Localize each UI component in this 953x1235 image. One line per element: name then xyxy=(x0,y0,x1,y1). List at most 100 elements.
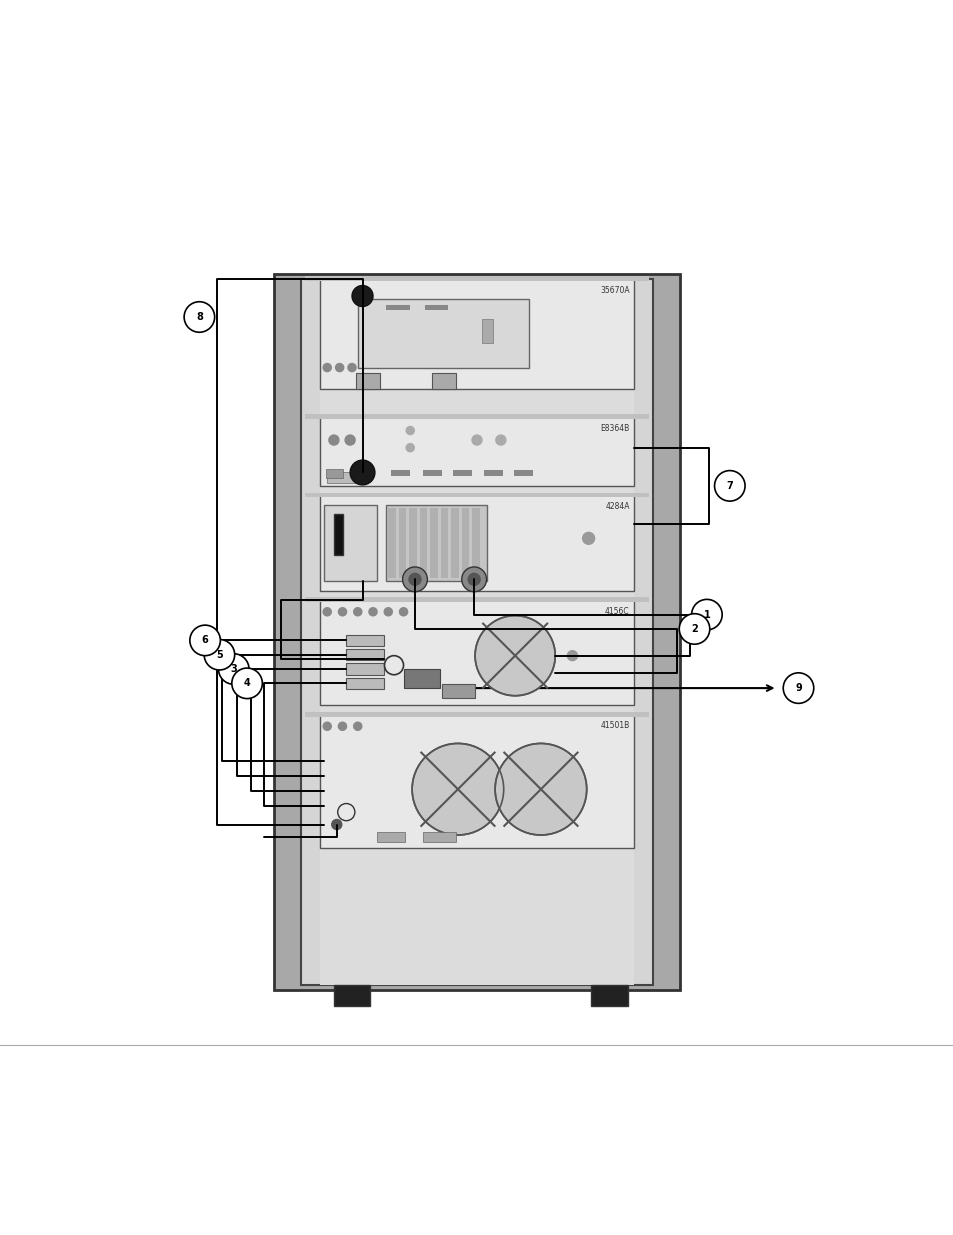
Circle shape xyxy=(184,301,214,332)
Circle shape xyxy=(383,608,393,616)
FancyBboxPatch shape xyxy=(319,279,634,984)
Circle shape xyxy=(679,614,709,645)
Circle shape xyxy=(204,640,234,669)
Text: 4: 4 xyxy=(243,678,251,688)
Circle shape xyxy=(714,471,744,501)
Text: 4284A: 4284A xyxy=(604,503,629,511)
Text: 8: 8 xyxy=(195,312,203,322)
FancyBboxPatch shape xyxy=(357,299,529,368)
Text: 2: 2 xyxy=(690,624,698,634)
FancyBboxPatch shape xyxy=(305,414,648,419)
FancyBboxPatch shape xyxy=(409,508,416,578)
FancyBboxPatch shape xyxy=(432,373,456,389)
Text: 7: 7 xyxy=(725,480,733,490)
Text: E8364B: E8364B xyxy=(599,424,629,432)
Circle shape xyxy=(368,608,377,616)
Text: 3: 3 xyxy=(230,664,237,674)
Text: 41501B: 41501B xyxy=(599,721,629,730)
Circle shape xyxy=(352,285,373,306)
FancyBboxPatch shape xyxy=(300,279,653,984)
Circle shape xyxy=(322,608,332,616)
FancyBboxPatch shape xyxy=(483,469,502,477)
Circle shape xyxy=(475,615,555,695)
Circle shape xyxy=(353,608,362,616)
Circle shape xyxy=(350,461,375,485)
FancyBboxPatch shape xyxy=(274,274,679,989)
FancyBboxPatch shape xyxy=(305,711,648,716)
Circle shape xyxy=(471,435,482,446)
Circle shape xyxy=(412,743,503,835)
Text: 4156C: 4156C xyxy=(604,608,629,616)
FancyBboxPatch shape xyxy=(419,508,427,578)
Circle shape xyxy=(322,363,332,372)
Circle shape xyxy=(322,721,332,731)
Circle shape xyxy=(581,531,595,545)
Circle shape xyxy=(405,426,415,435)
FancyBboxPatch shape xyxy=(472,508,479,578)
Text: 5: 5 xyxy=(215,650,223,659)
FancyBboxPatch shape xyxy=(514,469,533,477)
FancyBboxPatch shape xyxy=(430,508,437,578)
FancyBboxPatch shape xyxy=(440,508,448,578)
FancyBboxPatch shape xyxy=(305,598,648,603)
FancyBboxPatch shape xyxy=(334,984,370,1005)
FancyBboxPatch shape xyxy=(481,319,493,343)
FancyBboxPatch shape xyxy=(461,508,469,578)
FancyBboxPatch shape xyxy=(319,417,634,485)
FancyBboxPatch shape xyxy=(453,469,472,477)
Circle shape xyxy=(495,743,586,835)
FancyBboxPatch shape xyxy=(403,669,439,688)
FancyBboxPatch shape xyxy=(398,508,406,578)
Circle shape xyxy=(344,435,355,446)
FancyBboxPatch shape xyxy=(441,684,475,698)
FancyBboxPatch shape xyxy=(422,469,441,477)
FancyBboxPatch shape xyxy=(326,468,343,478)
Circle shape xyxy=(337,608,347,616)
FancyBboxPatch shape xyxy=(319,495,634,590)
Text: 1: 1 xyxy=(702,610,710,620)
FancyBboxPatch shape xyxy=(346,635,384,646)
Circle shape xyxy=(331,819,342,830)
Circle shape xyxy=(495,435,506,446)
FancyBboxPatch shape xyxy=(355,373,379,389)
FancyBboxPatch shape xyxy=(346,663,384,674)
FancyBboxPatch shape xyxy=(319,600,634,705)
Circle shape xyxy=(461,567,486,592)
FancyBboxPatch shape xyxy=(346,648,384,661)
FancyBboxPatch shape xyxy=(591,984,627,1005)
Circle shape xyxy=(335,363,344,372)
FancyBboxPatch shape xyxy=(346,678,384,689)
Circle shape xyxy=(566,650,578,662)
FancyBboxPatch shape xyxy=(424,305,448,310)
FancyBboxPatch shape xyxy=(334,515,343,555)
Circle shape xyxy=(405,443,415,452)
FancyBboxPatch shape xyxy=(388,508,395,578)
Circle shape xyxy=(190,625,220,656)
Circle shape xyxy=(328,435,339,446)
Text: 35670A: 35670A xyxy=(599,285,629,294)
FancyBboxPatch shape xyxy=(319,279,634,389)
Circle shape xyxy=(402,567,427,592)
Circle shape xyxy=(467,573,480,587)
FancyBboxPatch shape xyxy=(305,493,648,498)
Circle shape xyxy=(691,599,721,630)
Text: 9: 9 xyxy=(794,683,801,693)
Text: 6: 6 xyxy=(201,635,209,646)
FancyBboxPatch shape xyxy=(386,305,410,310)
FancyBboxPatch shape xyxy=(376,832,405,842)
FancyBboxPatch shape xyxy=(386,505,486,582)
FancyBboxPatch shape xyxy=(451,508,458,578)
FancyBboxPatch shape xyxy=(319,715,634,848)
Circle shape xyxy=(337,721,347,731)
FancyBboxPatch shape xyxy=(305,275,648,280)
FancyBboxPatch shape xyxy=(327,472,360,483)
Circle shape xyxy=(232,668,262,699)
Circle shape xyxy=(398,608,408,616)
Circle shape xyxy=(782,673,813,704)
FancyBboxPatch shape xyxy=(324,505,376,582)
FancyBboxPatch shape xyxy=(391,469,410,477)
Circle shape xyxy=(408,573,421,587)
Circle shape xyxy=(218,653,249,684)
FancyBboxPatch shape xyxy=(422,832,456,842)
Circle shape xyxy=(353,721,362,731)
